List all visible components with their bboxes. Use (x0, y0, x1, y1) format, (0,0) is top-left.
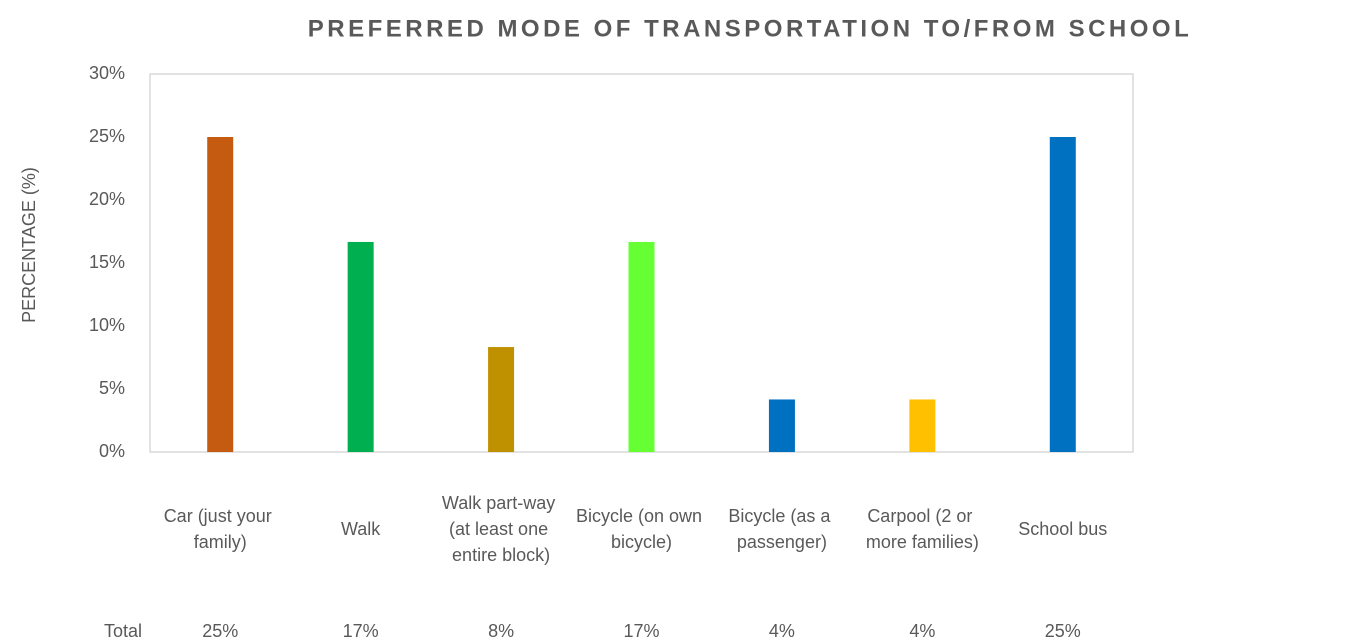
table-value-label: 17% (623, 621, 659, 641)
x-tick-label: Walk (341, 519, 381, 539)
bar (347, 241, 374, 452)
table-value-label: 8% (488, 621, 514, 641)
table-value-label: 25% (202, 621, 238, 641)
y-tick-label: 10% (89, 315, 125, 335)
y-tick-label: 30% (89, 63, 125, 83)
table-value-label: 17% (343, 621, 379, 641)
y-tick-label: 0% (99, 441, 125, 461)
table-series-name: Total (104, 621, 142, 641)
y-tick-label: 5% (99, 378, 125, 398)
y-tick-label: 20% (89, 189, 125, 209)
x-tick-label: School bus (1018, 519, 1107, 539)
table-value-label: 4% (909, 621, 935, 641)
x-tick-label: Walk part-way (at least one entire block… (442, 493, 560, 565)
bar (1049, 137, 1076, 452)
bar (628, 241, 655, 452)
y-axis-label: PERCENTAGE (%) (19, 167, 39, 323)
table-value-label: 4% (769, 621, 795, 641)
x-tick-label: Bicycle (on own bicycle) (576, 506, 707, 552)
x-tick-label: Carpool (2 or more families) (866, 506, 979, 552)
bar (909, 399, 936, 452)
y-tick-label: 25% (89, 126, 125, 146)
x-tick-label: Car (just your family) (164, 506, 277, 552)
bar (488, 347, 515, 452)
x-tick-label: Bicycle (as a passenger) (728, 506, 835, 552)
bar (207, 137, 234, 452)
y-tick-label: 15% (89, 252, 125, 272)
table-value-label: 25% (1045, 621, 1081, 641)
bar (768, 399, 795, 452)
chart-title: PREFERRED MODE OF TRANSPORTATION TO/FROM… (308, 15, 1193, 42)
